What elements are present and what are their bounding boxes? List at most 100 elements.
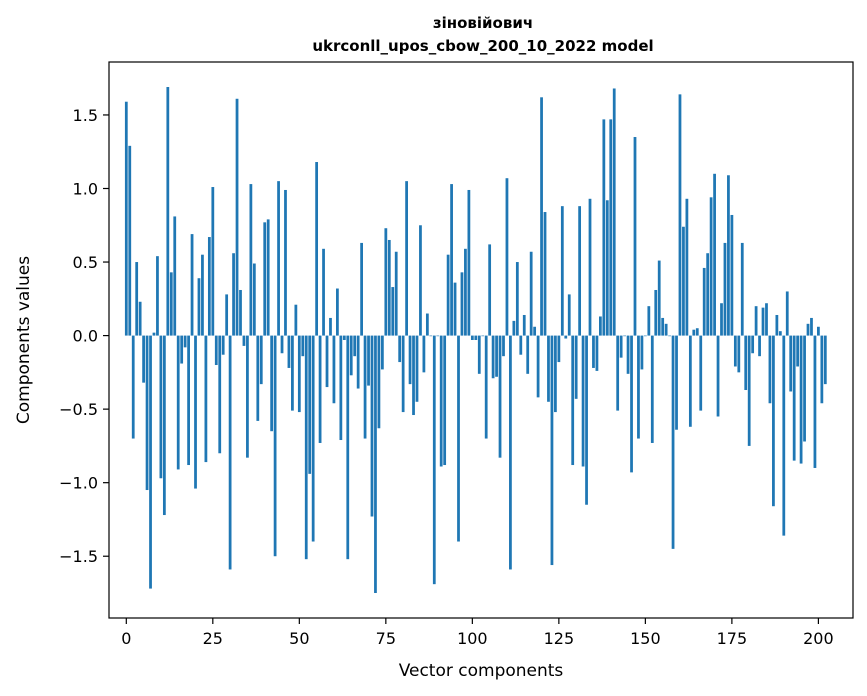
chart-title-line1: зіновійович xyxy=(433,14,533,32)
x-tick-label: 100 xyxy=(457,629,488,648)
bar xyxy=(301,335,305,357)
bar xyxy=(765,303,768,336)
bar xyxy=(792,335,796,461)
bar xyxy=(232,253,235,336)
bar xyxy=(273,335,277,557)
bar xyxy=(370,335,374,517)
bar xyxy=(339,335,343,441)
bar xyxy=(162,335,166,516)
bar xyxy=(412,335,415,416)
x-tick-label: 150 xyxy=(630,629,661,648)
bar xyxy=(349,335,353,376)
bar xyxy=(484,335,488,439)
bar xyxy=(557,335,561,363)
bar xyxy=(820,335,824,404)
bar xyxy=(242,335,246,346)
bar xyxy=(817,326,820,336)
x-tick-label: 175 xyxy=(717,629,748,648)
bar xyxy=(623,335,626,337)
plot-frame xyxy=(108,61,854,619)
bar xyxy=(567,294,571,336)
bar xyxy=(152,332,156,336)
bar xyxy=(626,335,630,374)
bar xyxy=(204,335,208,463)
bar xyxy=(560,206,564,336)
bar xyxy=(128,145,132,336)
bar xyxy=(543,212,547,336)
x-tick-label: 125 xyxy=(544,629,575,648)
bar xyxy=(363,335,367,439)
bar xyxy=(398,335,402,363)
bar xyxy=(637,335,640,439)
bar xyxy=(685,198,689,336)
bar xyxy=(180,335,184,364)
bar xyxy=(585,335,588,505)
bar xyxy=(650,335,654,443)
bar xyxy=(138,301,142,336)
bar xyxy=(657,260,661,336)
bar xyxy=(682,226,685,336)
bar xyxy=(446,254,450,336)
bar xyxy=(723,242,727,336)
bar xyxy=(467,189,471,336)
bar xyxy=(149,335,152,589)
bar xyxy=(713,173,716,336)
y-tick-label: 1.5 xyxy=(73,106,98,125)
bar xyxy=(619,335,623,358)
bar xyxy=(304,335,308,560)
bar xyxy=(605,200,609,336)
bar xyxy=(457,335,460,542)
bar xyxy=(322,248,325,336)
bar xyxy=(187,335,190,466)
bar xyxy=(747,335,751,446)
bar xyxy=(758,335,761,357)
bar xyxy=(540,97,543,336)
bar xyxy=(239,289,242,336)
bar xyxy=(291,335,294,411)
bar xyxy=(415,335,419,402)
bar xyxy=(408,335,412,385)
bar xyxy=(353,335,357,357)
y-axis: 1.5 1.0 0.5 0.0 −0.5 −1.0 −1.5 xyxy=(59,106,109,566)
bar xyxy=(647,306,651,336)
bar xyxy=(730,214,734,336)
bar xyxy=(464,248,467,336)
bar xyxy=(488,244,492,336)
bar xyxy=(311,335,315,542)
bar xyxy=(325,335,329,388)
y-tick-label: −0.5 xyxy=(59,400,98,419)
bar xyxy=(595,335,599,371)
bar xyxy=(280,335,284,354)
bar xyxy=(761,307,765,336)
bar xyxy=(768,335,772,404)
bar xyxy=(377,335,381,429)
bar xyxy=(425,313,429,336)
bar xyxy=(505,178,509,336)
bar xyxy=(529,251,533,336)
bar xyxy=(450,184,453,336)
bar xyxy=(692,329,696,336)
bar xyxy=(284,189,287,336)
y-tick-label: 1.0 xyxy=(73,179,98,198)
bar xyxy=(294,304,298,336)
bar xyxy=(592,335,595,368)
bar xyxy=(533,326,537,336)
bar xyxy=(782,335,786,536)
bar xyxy=(599,316,602,336)
bar xyxy=(678,94,682,336)
bar xyxy=(571,335,575,466)
bar xyxy=(664,323,668,336)
bar xyxy=(318,335,322,443)
y-tick-label: 0.0 xyxy=(73,327,98,346)
bar xyxy=(342,335,346,340)
bar xyxy=(419,225,422,336)
bar xyxy=(135,262,139,336)
bar xyxy=(470,335,474,340)
bars-group xyxy=(124,87,827,593)
bar xyxy=(297,335,301,413)
bar xyxy=(439,335,443,467)
bar xyxy=(159,335,163,479)
bar xyxy=(249,184,253,336)
bar xyxy=(813,335,817,468)
bar xyxy=(772,335,775,507)
